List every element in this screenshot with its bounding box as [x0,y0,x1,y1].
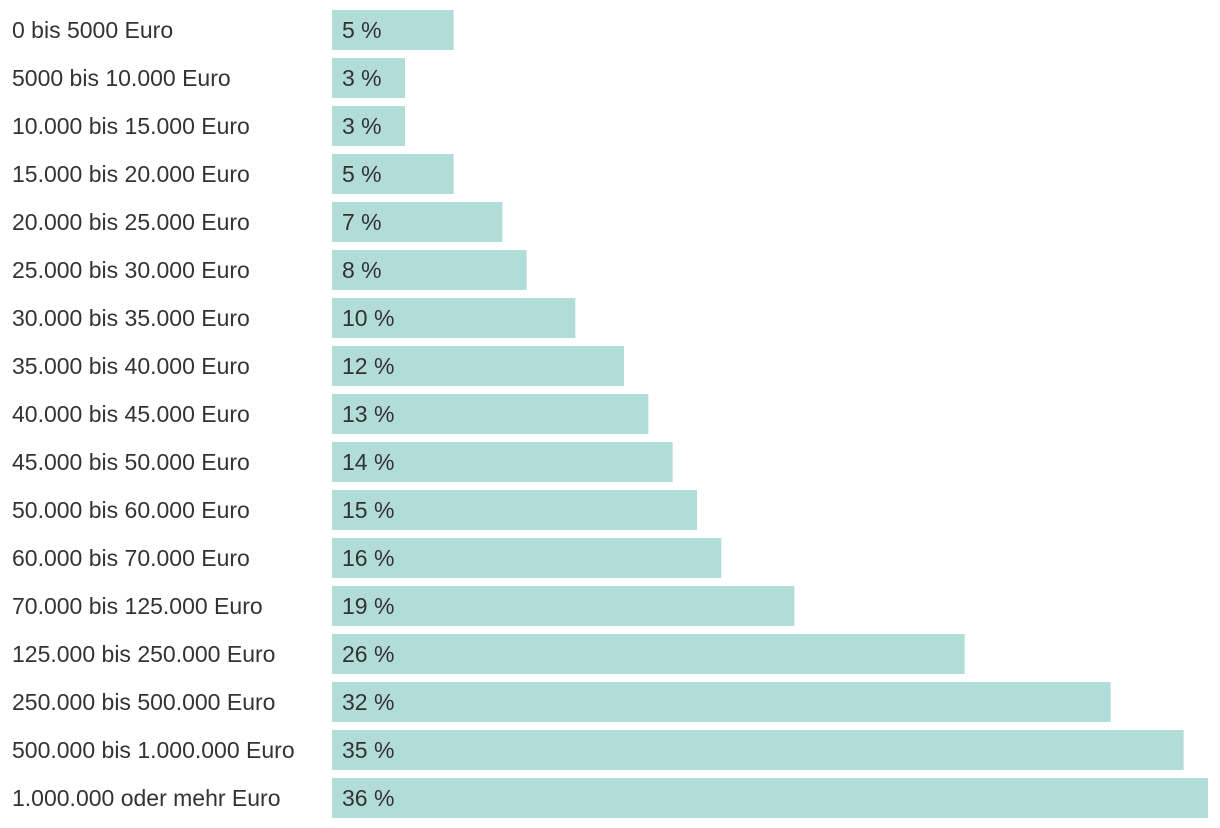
bars-group [332,10,1208,818]
value-label: 16 % [342,545,394,571]
bar-5 [332,250,527,290]
bar-9 [332,442,673,482]
labels-group: 0 bis 5000 Euro 5 % 5000 bis 10.000 Euro 3 … [12,17,394,811]
category-label: 500.000 bis 1.000.000 Euro [12,737,295,763]
bar-1 [332,58,405,98]
category-label: 0 bis 5000 Euro [12,17,173,43]
value-label: 32 % [342,689,394,715]
bar-10 [332,490,697,530]
value-label: 35 % [342,737,394,763]
bar-2 [332,106,405,146]
value-label: 36 % [342,785,394,811]
value-label: 5 % [342,17,382,43]
value-label: 14 % [342,449,394,475]
value-label: 8 % [342,257,382,283]
category-label: 125.000 bis 250.000 Euro [12,641,275,667]
bar-15 [332,730,1184,770]
bar-0 [332,10,454,50]
value-label: 26 % [342,641,394,667]
bar-14 [332,682,1111,722]
bar-8 [332,394,649,434]
value-label: 12 % [342,353,394,379]
category-label: 20.000 bis 25.000 Euro [12,209,250,235]
category-label: 50.000 bis 60.000 Euro [12,497,250,523]
category-label: 30.000 bis 35.000 Euro [12,305,250,331]
category-label: 60.000 bis 70.000 Euro [12,545,250,571]
category-label: 40.000 bis 45.000 Euro [12,401,250,427]
value-label: 15 % [342,497,394,523]
category-label: 250.000 bis 500.000 Euro [12,689,275,715]
category-label: 70.000 bis 125.000 Euro [12,593,263,619]
category-label: 15.000 bis 20.000 Euro [12,161,250,187]
category-label: 25.000 bis 30.000 Euro [12,257,250,283]
bar-11 [332,538,722,578]
value-label: 7 % [342,209,382,235]
category-label: 45.000 bis 50.000 Euro [12,449,250,475]
value-label: 3 % [342,113,382,139]
category-label: 5000 bis 10.000 Euro [12,65,231,91]
bar-4 [332,202,503,242]
value-label: 10 % [342,305,394,331]
category-label: 10.000 bis 15.000 Euro [12,113,250,139]
bar-7 [332,346,624,386]
category-label: 35.000 bis 40.000 Euro [12,353,250,379]
bar-12 [332,586,795,626]
bar-3 [332,154,454,194]
bar-13 [332,634,965,674]
value-label: 5 % [342,161,382,187]
value-label: 3 % [342,65,382,91]
category-label: 1.000.000 oder mehr Euro [12,785,281,811]
value-label: 19 % [342,593,394,619]
value-label: 13 % [342,401,394,427]
bar-6 [332,298,576,338]
bar-16 [332,778,1208,818]
